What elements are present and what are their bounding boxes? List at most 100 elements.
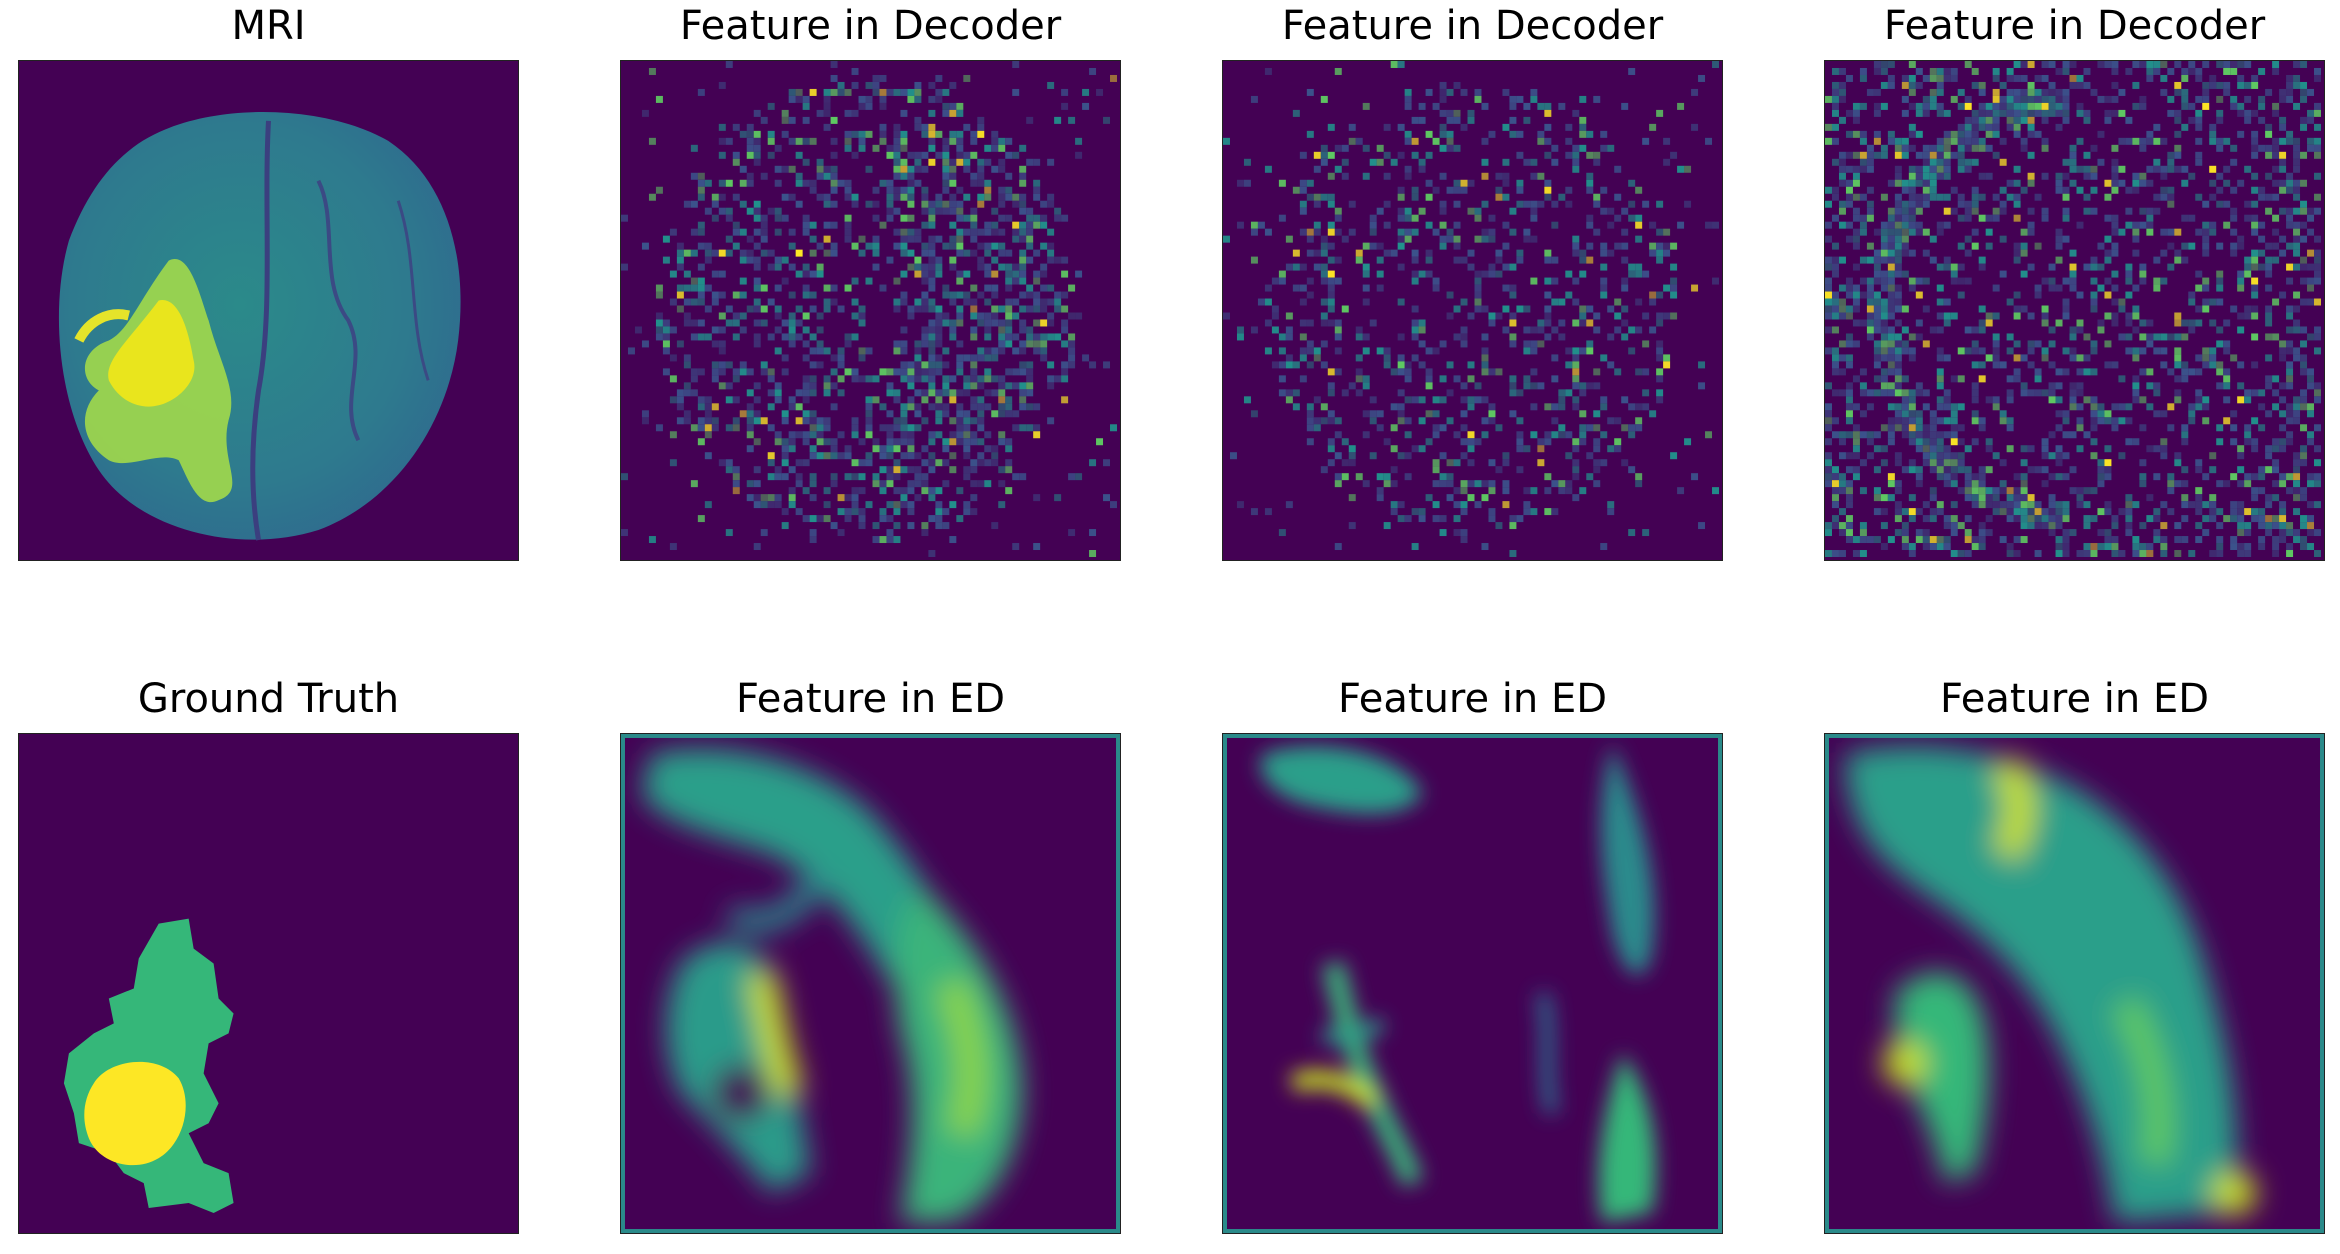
feature-pixel — [956, 361, 964, 369]
feature-pixel — [683, 298, 691, 306]
feature-pixel — [1873, 347, 1881, 355]
feature-pixel — [935, 235, 943, 243]
feature-pixel — [2069, 179, 2077, 187]
feature-pixel — [2286, 326, 2294, 334]
feature-pixel — [2069, 466, 2077, 474]
feature-pixel — [1054, 375, 1062, 383]
feature-pixel — [1845, 284, 1853, 292]
feature-pixel — [753, 263, 761, 271]
feature-pixel — [683, 389, 691, 397]
feature-pixel — [1845, 515, 1853, 523]
feature-pixel — [949, 235, 957, 243]
feature-pixel — [2104, 109, 2112, 117]
feature-pixel — [921, 459, 929, 467]
feature-pixel — [1040, 340, 1048, 348]
feature-pixel — [1446, 459, 1454, 467]
feature-pixel — [1565, 480, 1573, 488]
feature-pixel — [991, 284, 999, 292]
feature-pixel — [851, 375, 859, 383]
feature-pixel — [1915, 193, 1923, 201]
feature-pixel — [907, 445, 915, 453]
feature-pixel — [1075, 473, 1083, 481]
feature-pixel — [1334, 417, 1342, 425]
feature-pixel — [1978, 417, 1986, 425]
feature-pixel — [1635, 403, 1643, 411]
feature-pixel — [1992, 95, 2000, 103]
feature-pixel — [1537, 200, 1545, 208]
feature-pixel — [935, 354, 943, 362]
feature-pixel — [851, 277, 859, 285]
feature-pixel — [1488, 417, 1496, 425]
feature-pixel — [774, 326, 782, 334]
feature-pixel — [1439, 88, 1447, 96]
feature-pixel — [1530, 235, 1538, 243]
feature-pixel — [1894, 228, 1902, 236]
feature-pixel — [886, 501, 894, 509]
feature-pixel — [2048, 508, 2056, 516]
feature-pixel — [1299, 354, 1307, 362]
feature-pixel — [1033, 179, 1041, 187]
feature-pixel — [2083, 431, 2091, 439]
feature-pixel — [1859, 368, 1867, 376]
feature-pixel — [893, 340, 901, 348]
feature-pixel — [2167, 480, 2175, 488]
feature-pixel — [1474, 235, 1482, 243]
feature-pixel — [2279, 480, 2287, 488]
feature-pixel — [697, 284, 705, 292]
feature-pixel — [900, 340, 908, 348]
feature-pixel — [788, 494, 796, 502]
feature-pixel — [1033, 424, 1041, 432]
feature-pixel — [1838, 207, 1846, 215]
feature-pixel — [1873, 102, 1881, 110]
feature-pixel — [2041, 480, 2049, 488]
feature-pixel — [697, 515, 705, 523]
feature-pixel — [2314, 67, 2322, 75]
feature-pixel — [725, 396, 733, 404]
feature-pixel — [1383, 522, 1391, 530]
feature-pixel — [2195, 508, 2203, 516]
feature-pixel — [2069, 487, 2077, 495]
feature-pixel — [865, 396, 873, 404]
feature-pixel — [1432, 459, 1440, 467]
feature-pixel — [2111, 186, 2119, 194]
feature-pixel — [1418, 508, 1426, 516]
feature-pixel — [1936, 347, 1944, 355]
feature-pixel — [1999, 200, 2007, 208]
feature-pixel — [970, 235, 978, 243]
feature-pixel — [2020, 487, 2028, 495]
feature-pixel — [2139, 480, 2147, 488]
feature-pixel — [1019, 424, 1027, 432]
feature-pixel — [1397, 228, 1405, 236]
feature-pixel — [1908, 424, 1916, 432]
feature-pixel — [1012, 228, 1020, 236]
feature-pixel — [956, 158, 964, 166]
feature-pixel — [2062, 61, 2070, 68]
feature-pixel — [1887, 256, 1895, 264]
feature-pixel — [1985, 116, 1993, 124]
feature-pixel — [1565, 151, 1573, 159]
feature-pixel — [1621, 333, 1629, 341]
feature-pixel — [753, 137, 761, 145]
feature-pixel — [1418, 165, 1426, 173]
feature-pixel — [2300, 389, 2308, 397]
feature-pixel — [2132, 396, 2140, 404]
feature-pixel — [1831, 291, 1839, 299]
feature-pixel — [823, 452, 831, 460]
feature-pixel — [1404, 431, 1412, 439]
feature-pixel — [1950, 186, 1958, 194]
feature-pixel — [746, 256, 754, 264]
feature-pixel — [809, 536, 817, 544]
feature-pixel — [977, 312, 985, 320]
feature-pixel — [1110, 74, 1118, 82]
feature-pixel — [1825, 452, 1832, 460]
feature-pixel — [1628, 424, 1636, 432]
feature-pixel — [1593, 410, 1601, 418]
feature-pixel — [823, 438, 831, 446]
feature-pixel — [1446, 130, 1454, 138]
feature-pixel — [970, 361, 978, 369]
feature-pixel — [2069, 347, 2077, 355]
feature-pixel — [753, 130, 761, 138]
feature-pixel — [1929, 536, 1937, 544]
feature-pixel — [2090, 291, 2098, 299]
feature-pixel — [2251, 473, 2259, 481]
